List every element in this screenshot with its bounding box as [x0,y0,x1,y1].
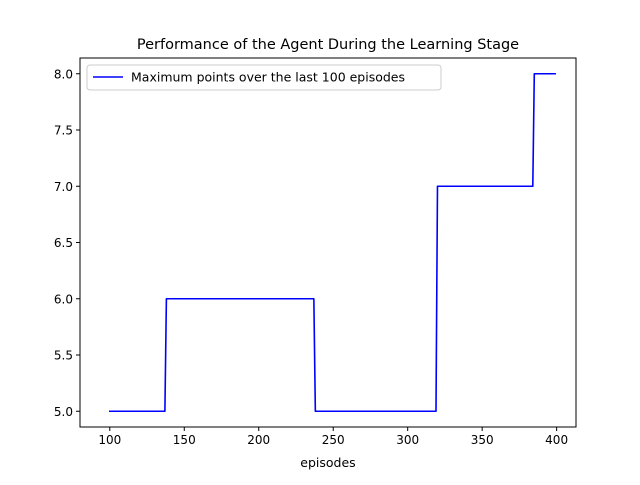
y-tick-label: 5.5 [54,349,73,363]
legend: Maximum points over the last 100 episode… [86,64,442,91]
series-line-0 [108,72,556,413]
x-tick-label: 350 [471,433,494,447]
x-tick-label: 200 [247,433,270,447]
x-tick-label: 400 [545,433,568,447]
y-tick-label: 6.5 [54,236,73,250]
plot-area [108,72,556,413]
legend-box [86,64,442,91]
x-tick-label: 100 [98,433,121,447]
x-tick-label: 150 [173,433,196,447]
y-tick-label: 8.0 [54,67,73,81]
y-tick-label: 7.0 [54,180,73,194]
y-tick-label: 5.0 [54,405,73,419]
x-axis-label: episodes [300,455,355,470]
y-tick-label: 6.0 [54,292,73,306]
x-tick-label: 300 [396,433,419,447]
x-axis: 100 150 200 250 300 350 400 [98,427,568,447]
chart-title: Performance of the Agent During the Lear… [137,37,519,53]
y-tick-label: 7.5 [54,124,73,138]
x-tick-label: 250 [322,433,345,447]
legend-entry-label: Maximum points over the last 100 episode… [131,70,405,85]
y-axis: 5.0 5.5 6.0 6.5 7.0 7.5 8.0 [54,67,80,419]
